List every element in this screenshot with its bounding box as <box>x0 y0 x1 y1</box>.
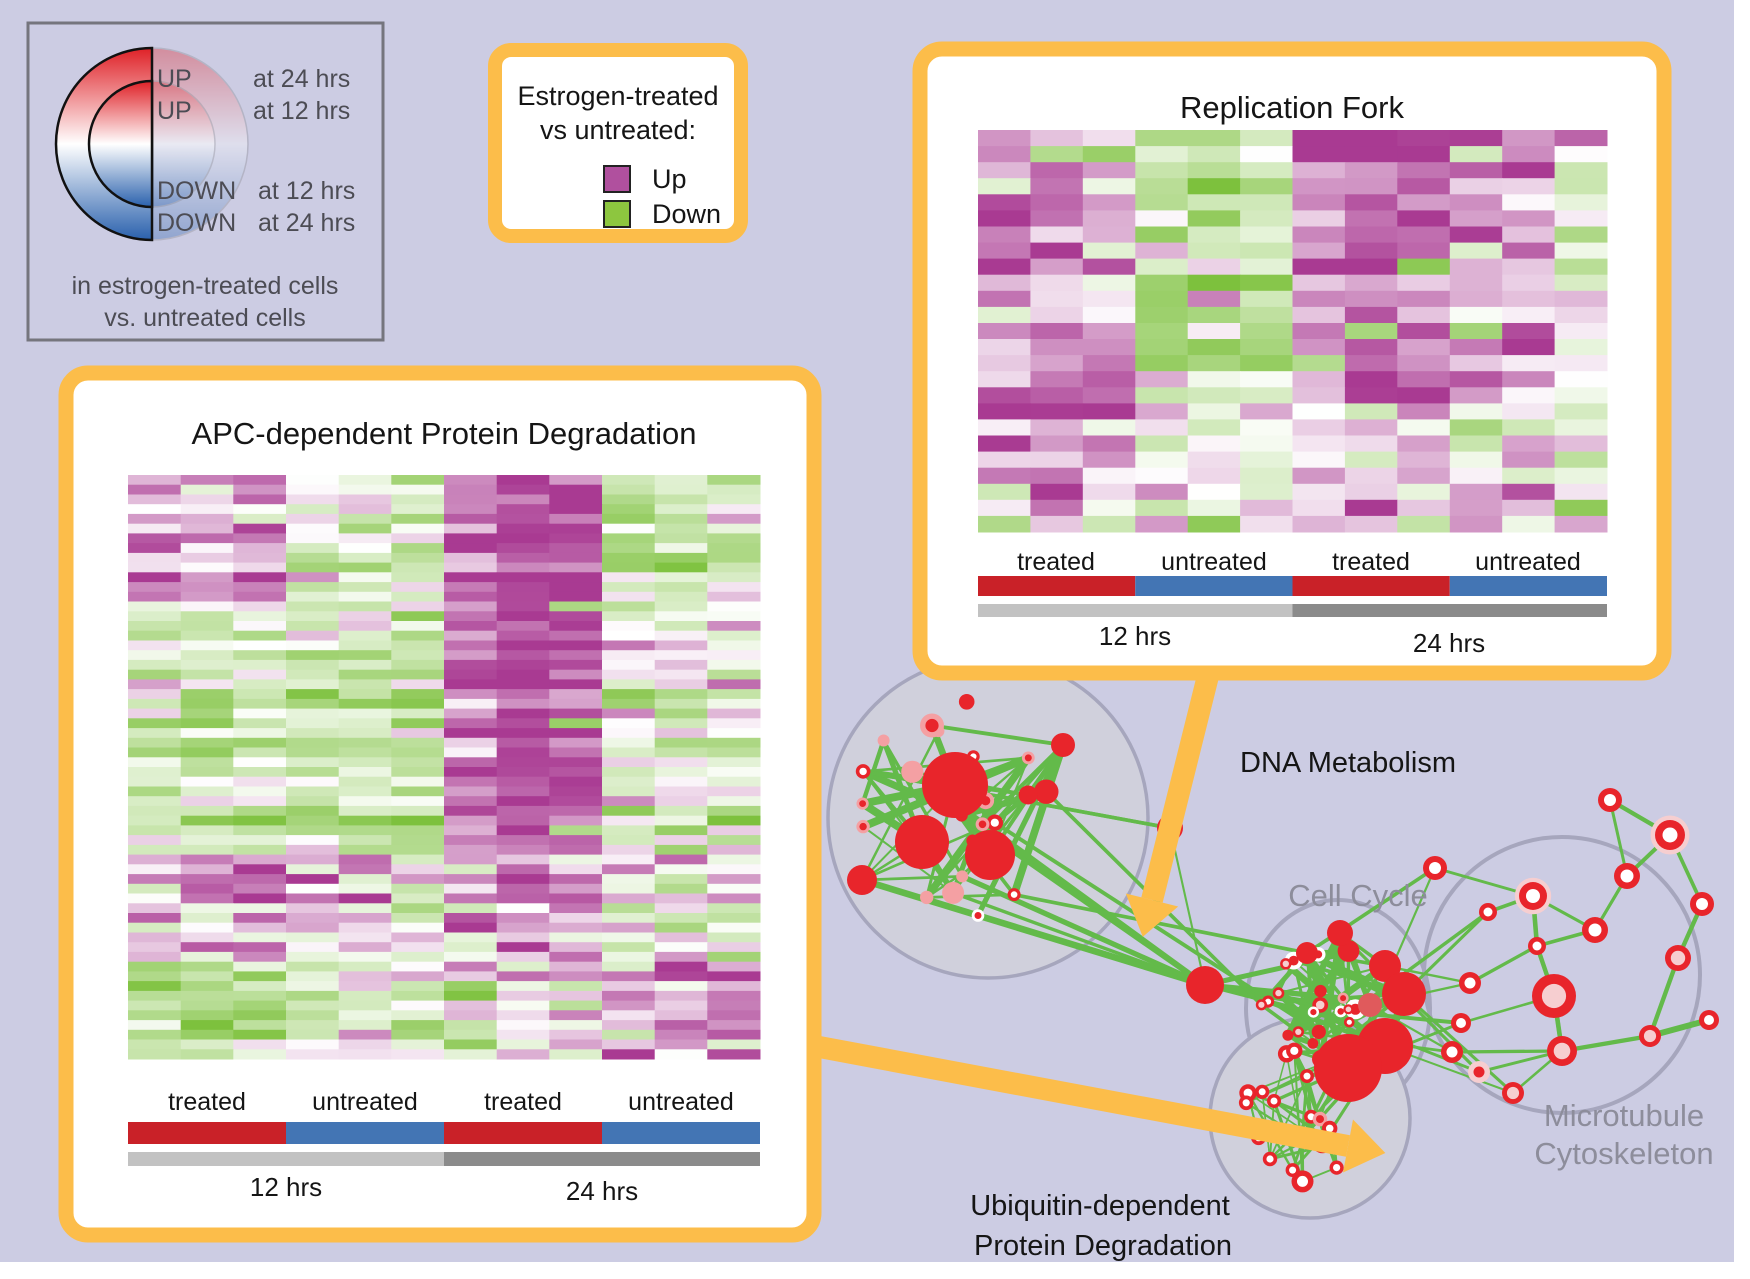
ring-row-down12-time: at 12 hrs <box>258 177 355 205</box>
panel-apc: APC-dependent Protein Degradation treate… <box>58 365 822 1243</box>
up-swatch <box>603 165 631 193</box>
cluster-label-dna-metabolism: DNA Metabolism <box>1240 747 1456 779</box>
apc-group-label-1: treated <box>168 1088 246 1116</box>
network-diagram: DNA Metabolism Cell Cycle Microtubule Cy… <box>826 656 1719 1262</box>
panel-repfork: Replication Fork treated untreated treat… <box>912 41 1672 681</box>
apc-group-label-3: treated <box>484 1088 562 1116</box>
ring-row-down12-word: DOWN <box>157 177 236 205</box>
apc-time-label-24hrs: 24 hrs <box>566 1176 638 1206</box>
up-swatch-label: Up <box>652 164 687 194</box>
apc-heatmap <box>128 475 761 1060</box>
ring-row-up12-word: UP <box>157 97 192 125</box>
ring-legend-note-line2: vs. untreated cells <box>104 304 306 332</box>
repfork-group-label-2: untreated <box>1161 548 1267 576</box>
apc-group-label-4: untreated <box>628 1088 734 1116</box>
repfork-time-label-12hrs: 12 hrs <box>1099 621 1171 651</box>
ring-legend-note-line1: in estrogen-treated cells <box>72 272 339 300</box>
ring-row-down24-word: DOWN <box>157 209 236 237</box>
ring-row-up12-time: at 12 hrs <box>253 97 350 125</box>
repfork-group-label-1: treated <box>1017 548 1095 576</box>
inner-ring-12hrs-vivid-half <box>87 79 154 209</box>
panel-repfork-title: Replication Fork <box>1180 90 1404 125</box>
ring-legend-box <box>26 21 385 342</box>
cluster-label-cell-cycle: Cell Cycle <box>1288 878 1428 913</box>
apc-condition-bars <box>128 1122 760 1166</box>
repfork-time-label-24hrs: 24 hrs <box>1413 628 1485 658</box>
color-key-title-line2: vs untreated: <box>540 115 696 145</box>
cluster-label-ubiquitin-line2: Protein Degradation <box>974 1230 1232 1262</box>
color-key-title-line1: Estrogen-treated <box>517 81 718 111</box>
ring-row-down24-time: at 24 hrs <box>258 209 355 237</box>
repfork-group-label-4: untreated <box>1475 548 1581 576</box>
color-key: Estrogen-treated vs untreated: Up Down <box>488 43 748 243</box>
ring-legend: UP at 24 hrs UP at 12 hrs DOWN at 12 hrs… <box>26 21 385 342</box>
repfork-group-label-3: treated <box>1332 548 1410 576</box>
cluster-label-cytoskeleton: Cytoskeleton <box>1534 1136 1713 1171</box>
repfork-heatmap <box>978 130 1608 533</box>
apc-time-label-12hrs: 12 hrs <box>250 1172 322 1202</box>
apc-group-label-2: untreated <box>312 1088 418 1116</box>
cluster-label-ubiquitin-line1: Ubiquitin-dependent <box>970 1190 1230 1222</box>
ring-row-up24-word: UP <box>157 65 192 93</box>
down-swatch <box>603 200 631 228</box>
repfork-condition-bars <box>978 576 1607 617</box>
ring-row-up24-time: at 24 hrs <box>253 65 350 93</box>
cluster-label-microtubule: Microtubule <box>1544 1098 1704 1133</box>
panel-apc-title: APC-dependent Protein Degradation <box>192 416 697 451</box>
color-key-box <box>488 43 748 243</box>
down-swatch-label: Down <box>652 199 721 229</box>
